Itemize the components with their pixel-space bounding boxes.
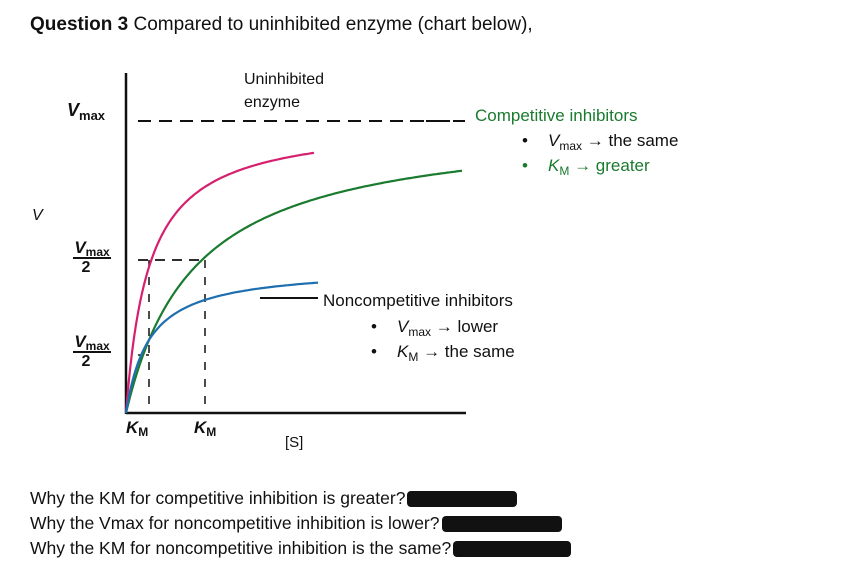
question-text-3: Why the KM for noncompetitive inhibition…	[30, 538, 452, 558]
competitive-km-var: K	[548, 156, 560, 175]
uninhibited-label: Uninhibited enzyme	[244, 68, 324, 114]
redaction-mark	[407, 491, 518, 508]
noncompetitive-km-var: K	[397, 342, 409, 361]
competitive-list: Vmax → the same KM → greater	[522, 129, 679, 179]
questions-block: Why the KM for competitive inhibition is…	[30, 486, 572, 561]
noncompetitive-item-km: KM → the same	[371, 340, 515, 365]
uninhibited-label-line1: Uninhibited	[244, 71, 325, 88]
competitive-km-text: → greater	[574, 156, 650, 175]
question-line: Why the Vmax for noncompetitive inhibiti…	[30, 511, 571, 536]
question-title: Question 3 Compared to uninhibited enzym…	[30, 14, 533, 36]
noncompetitive-item-vmax: Vmax → lower	[371, 315, 515, 340]
km-competitive-tick-label: KM	[194, 418, 217, 439]
half-noncomp-vmax-var: V	[74, 332, 86, 351]
question-text-2: Why the Vmax for noncompetitive inhibiti…	[30, 513, 440, 533]
half-vmax-den: 2	[81, 259, 91, 276]
noncompetitive-curve	[124, 281, 319, 414]
half-vmax-sub: max	[85, 245, 110, 259]
question-line: Why the KM for competitive inhibition is…	[30, 486, 571, 511]
vmax-sub: max	[79, 108, 106, 123]
half-noncomp-vmax-sub: max	[85, 339, 110, 353]
redaction-mark	[453, 541, 572, 558]
question-text-1: Why the KM for competitive inhibition is…	[30, 488, 406, 508]
competitive-vmax-text: → the same	[586, 131, 679, 150]
km2-var: K	[194, 418, 207, 437]
competitive-km-sub: M	[559, 164, 570, 178]
y-axis-label: V	[32, 207, 43, 224]
noncompetitive-km-sub: M	[408, 350, 419, 364]
half-vmax-tick-label: Vmax 2	[67, 238, 117, 276]
vmax-var: V	[67, 100, 80, 120]
km-uninhibited-tick-label: KM	[126, 418, 149, 439]
question-line: Why the KM for noncompetitive inhibition…	[30, 536, 572, 561]
question-number: Question 3	[30, 14, 129, 35]
half-vmax-var: V	[74, 238, 86, 257]
noncompetitive-km-text: → the same	[423, 342, 515, 361]
competitive-vmax-var: V	[548, 131, 560, 150]
noncompetitive-vmax-sub: max	[408, 325, 432, 339]
competitive-item-km: KM → greater	[522, 154, 678, 179]
competitive-item-vmax: Vmax → the same	[522, 129, 679, 154]
km2-sub: M	[206, 425, 217, 439]
uninhibited-curve	[124, 151, 315, 414]
competitive-vmax-sub: max	[559, 139, 583, 153]
noncompetitive-list: Vmax → lower KM → the same	[371, 315, 515, 365]
km1-sub: M	[138, 425, 149, 439]
noncompetitive-heading: Noncompetitive inhibitors	[323, 291, 513, 310]
vmax-tick-label: Vmax	[67, 100, 106, 123]
competitive-curve	[124, 169, 463, 414]
question-prompt: Compared to uninhibited enzyme (chart be…	[133, 14, 533, 35]
noncompetitive-vmax-text: → lower	[435, 317, 499, 336]
redaction-mark	[441, 516, 562, 533]
uninhibited-label-line2: enzyme	[244, 94, 301, 111]
km1-var: K	[126, 418, 139, 437]
noncompetitive-vmax-var: V	[397, 317, 409, 336]
half-noncomp-vmax-tick-label: Vmax 2	[67, 332, 117, 370]
x-axis-label: [S]	[285, 434, 304, 451]
competitive-heading: Competitive inhibitors	[475, 106, 638, 125]
half-noncomp-vmax-den: 2	[81, 353, 91, 370]
